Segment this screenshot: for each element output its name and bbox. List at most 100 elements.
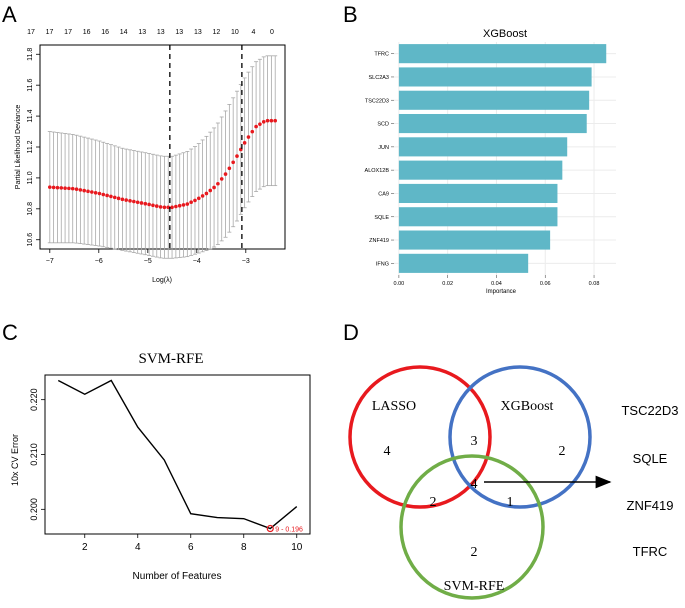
lasso-point (242, 141, 247, 145)
lasso-point (51, 185, 56, 190)
svm-x-tick-label: 8 (241, 542, 247, 553)
svm-y-axis: 0.200 0.210 0.220 (29, 388, 45, 521)
lasso-top-label: 13 (138, 29, 146, 36)
svm-y-tick-label: 0.210 (29, 443, 39, 466)
lasso-point (208, 188, 213, 193)
panel-label-d: D (343, 320, 359, 345)
xgboost-bar (398, 44, 607, 64)
lasso-point (55, 185, 60, 190)
lasso-point (70, 186, 75, 191)
lasso-error-bars (47, 55, 278, 259)
gene-1: TSC22D3 (621, 403, 678, 418)
svm-y-tick-label: 0.200 (29, 498, 39, 521)
lasso-top-label: 17 (46, 29, 54, 36)
xgboost-category-label: IFNG (376, 261, 389, 267)
venn-circle-lasso (348, 365, 492, 509)
lasso-point (269, 118, 274, 123)
lasso-point (97, 191, 102, 196)
lasso-point (154, 204, 159, 208)
xgboost-bar (398, 137, 568, 157)
xgboost-x-tick-label: 0.00 (394, 281, 405, 287)
lasso-point (200, 194, 205, 198)
venn-count-lasso-only: 4 (384, 444, 391, 459)
svm-x-tick-label: 2 (82, 542, 88, 553)
xgboost-category-label: TSC22D3 (365, 98, 389, 104)
gene-3: ZNF419 (627, 498, 674, 513)
lasso-point (63, 186, 67, 190)
xgboost-bar (398, 207, 558, 227)
venn-count-svm-only: 2 (471, 545, 478, 560)
lasso-point (151, 203, 155, 208)
xgboost-title: XGBoost (483, 28, 527, 40)
svm-series-line (57, 379, 298, 530)
xgboost-category-label: JUN (378, 145, 389, 151)
xgboost-category-label: ZNF419 (369, 238, 389, 244)
lasso-y-tick-label: 10.8 (27, 202, 34, 216)
lasso-point (105, 193, 109, 198)
lasso-y-tick-label: 11.0 (27, 171, 34, 184)
lasso-y-tick-label: 11.4 (27, 109, 34, 122)
xgboost-bar (398, 253, 529, 273)
lasso-point (139, 201, 144, 205)
venn-circle-svm (399, 454, 545, 600)
xgboost-bar (398, 113, 587, 134)
lasso-top-label: 13 (157, 29, 165, 36)
lasso-y-tick-label: 11.6 (27, 79, 34, 92)
lasso-point (93, 190, 98, 195)
lasso-y-label: Partial Likelihood Deviance (15, 105, 22, 190)
lasso-point (78, 188, 83, 192)
lasso-point (109, 194, 113, 199)
lasso-top-label: 13 (175, 29, 183, 36)
venn-count-lasso-svm: 2 (430, 495, 437, 510)
lasso-point (128, 199, 132, 203)
lasso-top-label: 0 (270, 29, 274, 36)
venn-label-xgboost: XGBoost (501, 399, 554, 414)
xgboost-category-label: SQLE (374, 215, 389, 221)
lasso-point (177, 203, 182, 208)
xgboost-bar (398, 183, 558, 204)
gene-2: SQLE (633, 451, 668, 466)
lasso-point (254, 124, 258, 129)
lasso-point (219, 177, 224, 181)
venn-label-lasso: LASSO (372, 399, 416, 414)
lasso-top-label: 10 (231, 29, 239, 36)
xgboost-bars (398, 44, 607, 273)
lasso-point (74, 187, 79, 191)
lasso-point (246, 135, 251, 139)
lasso-point (223, 172, 228, 176)
lasso-point (273, 118, 278, 123)
lasso-y-axis: 10.6 10.8 11.0 11.2 11.4 11.6 11.8 (27, 48, 40, 247)
lasso-top-label: 16 (83, 29, 91, 36)
lasso-points (48, 118, 278, 210)
panel-label-a: A (2, 2, 17, 27)
lasso-point (212, 185, 216, 190)
xgboost-category-label: SLC2A3 (369, 75, 390, 81)
lasso-chart: 17 17 17 16 16 14 13 13 13 13 12 10 4 0 −7 −6 −5 −4 −3 10… (15, 29, 286, 284)
lasso-point (261, 119, 266, 124)
xgboost-category-labels: TFRC SLC2A3 TSC22D3 SCD JUN ALOX12B CA9 SQLE ZNF… (365, 52, 394, 267)
xgboost-category-label: CA9 (378, 191, 389, 197)
lasso-x-tick-label: −5 (144, 258, 152, 265)
venn-count-xgboost-svm: 1 (507, 495, 514, 510)
venn-count-xgboost-only: 2 (559, 444, 566, 459)
xgboost-bar (398, 230, 551, 250)
gene-4: TFRC (633, 544, 668, 559)
lasso-point (158, 205, 163, 209)
lasso-point (90, 190, 94, 194)
lasso-point (189, 200, 193, 205)
lasso-top-label: 12 (212, 29, 220, 36)
svm-x-tick-label: 10 (291, 542, 303, 553)
lasso-point (112, 195, 117, 200)
svm-y-tick-label: 0.220 (29, 388, 39, 411)
lasso-point (59, 186, 64, 190)
lasso-point (124, 198, 129, 202)
xgboost-x-tick-label: 0.06 (540, 281, 551, 287)
xgboost-bar (398, 90, 590, 110)
venn-count-center: 4 (471, 477, 478, 492)
lasso-point (193, 198, 197, 203)
lasso-top-label: 17 (64, 29, 72, 36)
xgboost-x-tick-label: 0.02 (442, 281, 453, 287)
lasso-point (132, 199, 136, 204)
svm-x-tick-label: 4 (135, 542, 141, 553)
xgboost-bar (398, 160, 563, 180)
